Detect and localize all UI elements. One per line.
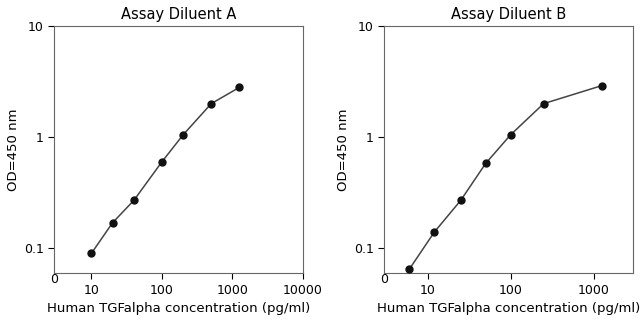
Y-axis label: OD=450 nm: OD=450 nm (337, 108, 350, 191)
Y-axis label: OD=450 nm: OD=450 nm (7, 108, 20, 191)
X-axis label: Human TGFalpha concentration (pg/ml): Human TGFalpha concentration (pg/ml) (377, 302, 640, 315)
Title: Assay Diluent B: Assay Diluent B (451, 7, 566, 22)
Text: 0: 0 (51, 273, 58, 286)
X-axis label: Human TGFalpha concentration (pg/ml): Human TGFalpha concentration (pg/ml) (47, 302, 310, 315)
Title: Assay Diluent A: Assay Diluent A (121, 7, 236, 22)
Text: 0: 0 (380, 273, 388, 286)
